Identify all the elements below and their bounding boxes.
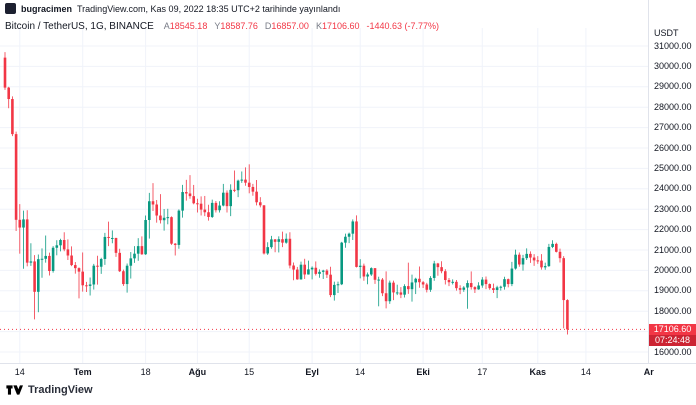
close-value: K 17106.60 [315,21,360,31]
time-axis-label: 18 [140,367,151,377]
price-axis-label: 21000.00 [654,244,692,255]
price-axis-label: 23000.00 [654,203,692,214]
price-axis-label: 26000.00 [654,142,692,153]
time-axis-label: 14 [355,367,366,377]
price-axis-label: 28000.00 [654,101,692,112]
open-value: A 18545.18 [163,21,208,31]
symbol-title[interactable]: Bitcoin / TetherUS, 1G, BINANCE [5,21,154,32]
change-value: -1440.63 (-7.77%) [366,21,440,31]
time-axis-label: Ar [643,367,654,377]
price-axis-label: 31000.00 [654,40,692,51]
time-axis-label: Eki [416,367,430,377]
time-axis-label: Kas [529,367,547,377]
price-axis-label: 19000.00 [654,285,692,296]
ohlc-readout: A 18545.18 Y 18587.76 D 16857.00 K 17106.60 … [164,21,439,31]
attribution-bar: bugracimen TradingView.com, Kas 09, 2022… [5,3,340,14]
price-axis-label: 16000.00 [654,346,692,357]
price-axis-label: 24000.00 [654,183,692,194]
tradingview-brand-text: TradingView [28,384,93,396]
price-axis-label: 20000.00 [654,264,692,275]
time-axis-label: 17 [477,367,488,377]
attribution-text: TradingView.com, Kas 09, 2022 18:35 UTC+… [77,3,341,14]
low-value: D 16857.00 [264,21,309,31]
price-axis-label: 22000.00 [654,224,692,235]
time-axis-label: 14 [14,367,25,377]
attribution-user[interactable]: bugracimen [21,3,73,14]
price-axis-currency: USDT [654,28,679,38]
high-value: Y 18587.76 [214,21,258,31]
price-axis-label: 29000.00 [654,81,692,92]
time-axis-label: Tem [73,367,92,377]
bar-countdown: 07:24:48 [649,334,696,346]
time-axis-label: 14 [580,367,591,377]
chart-canvas[interactable] [0,0,648,363]
time-axis-label: 15 [244,367,255,377]
tradingview-brand[interactable]: TradingView [6,384,93,396]
last-price: 17106.60 [649,323,696,335]
time-axis-label: Eyl [305,367,319,377]
price-axis-label: 27000.00 [654,122,692,133]
price-axis-label: 30000.00 [654,60,692,71]
time-axis[interactable]: 14 Tem 18 Ağu 15 Eyl 14 Eki 17 Kas 14 Ar [0,363,696,380]
last-price-badge: 17106.60 07:24:48 [649,323,696,346]
avatar[interactable] [5,3,16,14]
price-axis-label: 25000.00 [654,162,692,173]
symbol-bar: Bitcoin / TetherUS, 1G, BINANCE A 18545.1… [5,21,439,32]
time-axis-label: Ağu [188,367,207,377]
tradingview-logo-icon [6,385,23,395]
price-axis[interactable]: USDT 31000.00 30000.00 29000.00 28000.00 270… [648,0,696,363]
price-axis-label: 18000.00 [654,305,692,316]
